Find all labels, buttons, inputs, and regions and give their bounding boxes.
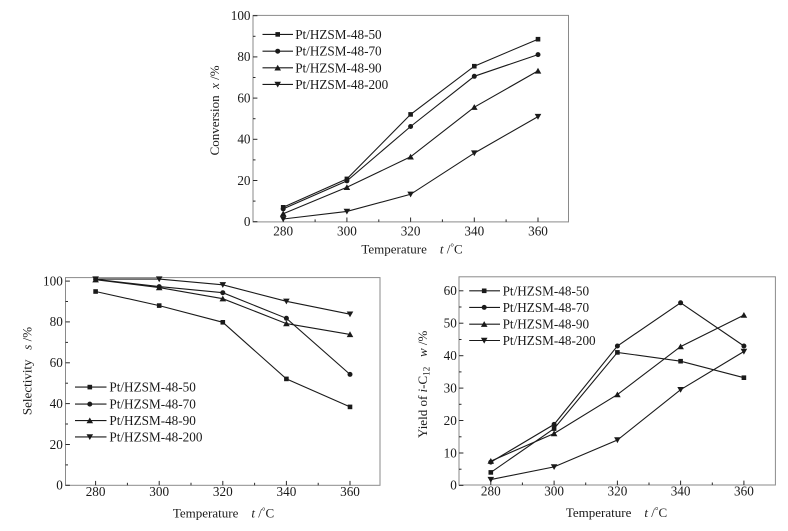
svg-text:Pt/HZSM-48-200: Pt/HZSM-48-200 — [503, 333, 596, 348]
svg-text:40: 40 — [50, 396, 64, 411]
svg-text:Pt/HZSM-48-90: Pt/HZSM-48-90 — [295, 60, 382, 75]
svg-text:Pt/HZSM-48-200: Pt/HZSM-48-200 — [109, 429, 202, 444]
svg-text:360: 360 — [528, 223, 548, 238]
svg-text:280: 280 — [273, 223, 293, 238]
svg-text:340: 340 — [277, 484, 297, 499]
svg-text:Pt/HZSM-48-200: Pt/HZSM-48-200 — [295, 77, 388, 92]
svg-text:Pt/HZSM-48-90: Pt/HZSM-48-90 — [503, 317, 590, 332]
svg-text:300: 300 — [337, 223, 357, 238]
svg-text:Pt/HZSM-48-50: Pt/HZSM-48-50 — [503, 283, 590, 298]
svg-text:20: 20 — [237, 173, 251, 188]
svg-text:60: 60 — [50, 355, 64, 370]
svg-text:80: 80 — [237, 49, 251, 64]
svg-text:Temperature t /°C: Temperature t /°C — [566, 505, 667, 520]
svg-text:340: 340 — [671, 484, 691, 499]
svg-text:360: 360 — [734, 484, 754, 499]
svg-text:320: 320 — [213, 484, 233, 499]
svg-text:40: 40 — [444, 348, 458, 363]
svg-text:20: 20 — [50, 437, 64, 452]
svg-text:Selectivity s /%: Selectivity s /% — [20, 327, 35, 415]
svg-text:20: 20 — [444, 413, 458, 428]
svg-text:Yield of i-C12 w /%: Yield of i-C12 w /% — [415, 330, 431, 438]
svg-text:0: 0 — [450, 478, 457, 493]
svg-text:60: 60 — [444, 283, 458, 298]
svg-text:30: 30 — [444, 380, 458, 395]
svg-text:Pt/HZSM-48-70: Pt/HZSM-48-70 — [295, 44, 382, 59]
svg-text:280: 280 — [481, 484, 501, 499]
svg-text:320: 320 — [401, 223, 421, 238]
svg-text:100: 100 — [231, 8, 251, 23]
svg-text:280: 280 — [86, 484, 106, 499]
svg-text:300: 300 — [544, 484, 564, 499]
svg-text:Temperature t /°C: Temperature t /°C — [173, 506, 274, 521]
svg-text:80: 80 — [50, 314, 64, 329]
svg-text:340: 340 — [464, 223, 484, 238]
svg-text:50: 50 — [444, 316, 458, 331]
svg-text:60: 60 — [237, 90, 251, 105]
svg-text:320: 320 — [608, 484, 628, 499]
svg-text:Conversion x /%: Conversion x /% — [207, 65, 222, 155]
svg-text:0: 0 — [244, 214, 251, 229]
svg-text:100: 100 — [43, 273, 63, 288]
svg-text:Pt/HZSM-48-50: Pt/HZSM-48-50 — [109, 380, 196, 395]
svg-text:300: 300 — [149, 484, 169, 499]
svg-text:40: 40 — [237, 132, 251, 147]
svg-text:10: 10 — [444, 445, 458, 460]
svg-text:Pt/HZSM-48-50: Pt/HZSM-48-50 — [295, 27, 382, 42]
svg-text:Temperature t /°C: Temperature t /°C — [361, 242, 462, 257]
svg-text:360: 360 — [340, 484, 360, 499]
svg-text:0: 0 — [56, 478, 63, 493]
svg-text:Pt/HZSM-48-90: Pt/HZSM-48-90 — [109, 413, 196, 428]
svg-text:Pt/HZSM-48-70: Pt/HZSM-48-70 — [109, 397, 196, 412]
svg-text:Pt/HZSM-48-70: Pt/HZSM-48-70 — [503, 300, 590, 315]
